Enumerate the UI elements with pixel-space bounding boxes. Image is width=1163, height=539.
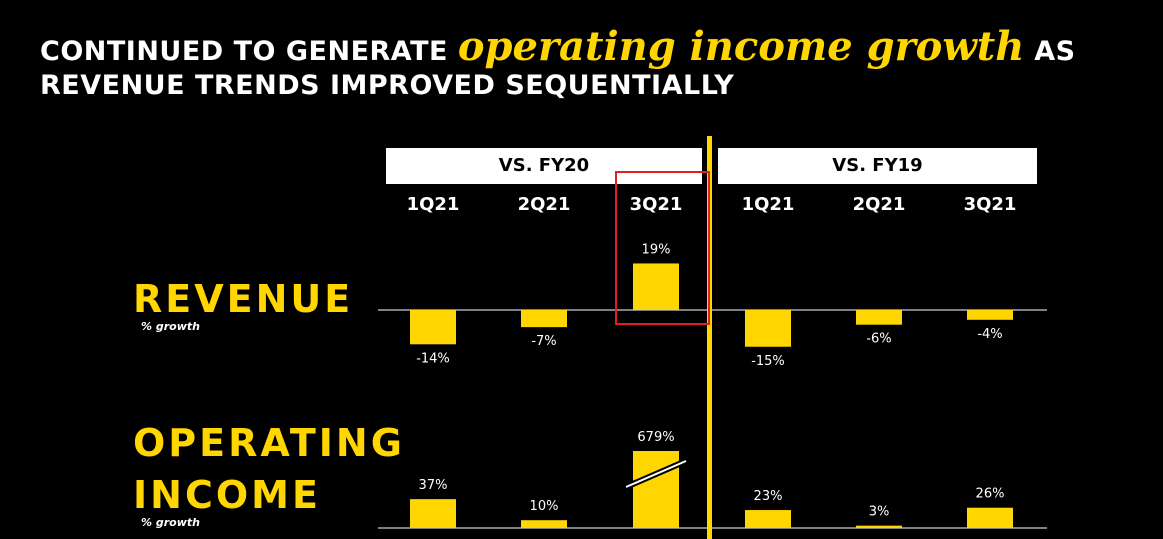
- revenue-label: REVENUE: [133, 277, 354, 321]
- revenue-bar: [856, 310, 902, 325]
- revenue-bar: [967, 310, 1013, 320]
- quarter-label: 3Q21: [629, 194, 683, 215]
- operating-value-label: 23%: [754, 489, 783, 504]
- quarter-label: 2Q21: [517, 194, 571, 215]
- title-part2: AS REVENUE TRENDS IMPROVED SEQUENTIALLY: [40, 36, 1076, 101]
- revenue-value-label: -7%: [531, 334, 556, 349]
- operating-bar: [410, 499, 456, 528]
- revenue-sublabel: % growth: [141, 320, 200, 333]
- operating-label-line1: OPERATING: [133, 421, 405, 465]
- operating-value-label: 26%: [976, 487, 1005, 502]
- operating-bar: [633, 451, 679, 528]
- highlight-box: [615, 171, 710, 325]
- axis-break-mark: [625, 460, 687, 488]
- quarter-label: 1Q21: [741, 194, 795, 215]
- operating-value-label: 3%: [869, 505, 890, 520]
- operating-bar: [521, 520, 567, 528]
- group-divider: [707, 136, 712, 539]
- slide-title: CONTINUED TO GENERATE operating income g…: [40, 27, 1150, 103]
- revenue-bar: [745, 310, 791, 347]
- group-header-fy19: VS. FY19: [718, 148, 1037, 184]
- quarter-label: 1Q21: [406, 194, 460, 215]
- revenue-value-label: -15%: [751, 354, 785, 369]
- revenue-bar: [410, 310, 456, 345]
- operating-value-label: 37%: [419, 478, 448, 493]
- operating-sublabel: % growth: [141, 516, 200, 529]
- title-emphasis: operating income growth: [457, 23, 1025, 70]
- operating-bar: [967, 507, 1013, 528]
- revenue-bar: [521, 310, 567, 328]
- title-part1: CONTINUED TO GENERATE: [40, 36, 458, 67]
- revenue-bar: [633, 263, 679, 310]
- operating-value-label: 679%: [637, 430, 674, 445]
- quarter-label: 2Q21: [852, 194, 906, 215]
- revenue-value-label: -6%: [866, 332, 891, 347]
- revenue-value-label: -4%: [977, 327, 1002, 342]
- operating-value-label: 10%: [530, 499, 559, 514]
- quarter-label: 3Q21: [963, 194, 1017, 215]
- revenue-value-label: -14%: [416, 351, 450, 366]
- group-header-fy20: VS. FY20: [386, 148, 702, 184]
- revenue-value-label: 19%: [642, 242, 671, 257]
- operating-bar: [745, 510, 791, 528]
- operating-label-line2: INCOME: [133, 473, 321, 517]
- operating-bar: [856, 525, 902, 528]
